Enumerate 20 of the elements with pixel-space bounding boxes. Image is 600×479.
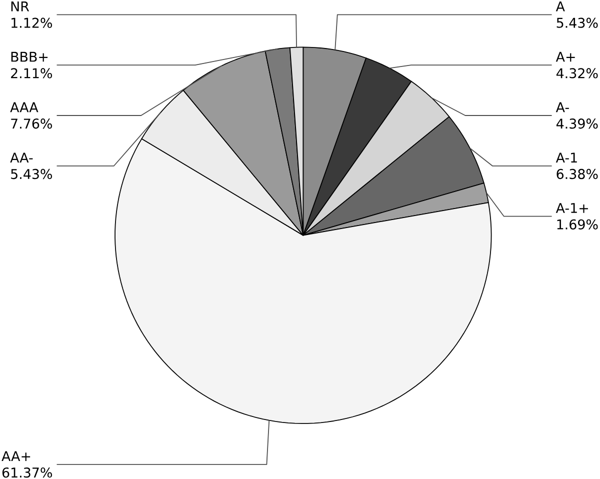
data-label: 2.11% xyxy=(11,68,52,78)
slice-label: A- xyxy=(556,102,569,112)
data-label: 4.32% xyxy=(556,68,598,78)
data-label: 1.12% xyxy=(12,18,52,28)
slice-label: BBB+ xyxy=(11,52,48,62)
data-label: 7.76% xyxy=(11,118,52,129)
data-label: 61.37% xyxy=(2,467,52,478)
data-label: 5.43% xyxy=(556,18,598,28)
slice-label: AA- xyxy=(10,152,33,162)
slice-label: A xyxy=(556,1,565,12)
data-label: 6.38% xyxy=(556,168,598,180)
data-label: 4.39% xyxy=(556,118,598,129)
slice-label: AAA xyxy=(10,102,38,112)
slice-label: A-1+ xyxy=(556,203,588,213)
slice-label: A-1 xyxy=(556,152,577,162)
data-label: 1.69% xyxy=(557,219,598,230)
slice-label: A+ xyxy=(556,52,575,62)
data-label: 5.43% xyxy=(11,168,52,180)
slice-label: NR xyxy=(11,1,30,12)
slice-label: AA+ xyxy=(2,451,30,461)
